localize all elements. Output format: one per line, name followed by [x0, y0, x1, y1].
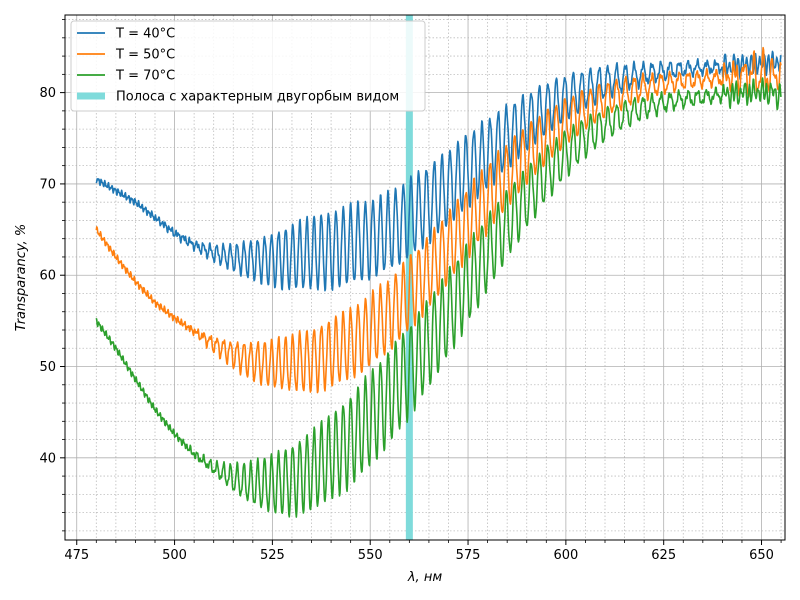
y-tick-label: 50 [39, 360, 56, 375]
series-line-1 [95, 50, 782, 292]
legend-label: Полоса с характерным двугорбым видом [116, 90, 399, 105]
x-tick-label: 550 [358, 548, 383, 563]
y-axis-ticks: 40 50 60 70 80 [39, 19, 65, 532]
x-tick-label: 525 [260, 548, 285, 563]
x-tick-label: 600 [553, 548, 578, 563]
legend-label: T = 50°C [115, 48, 175, 63]
plot-frame [64, 14, 786, 541]
x-tick-label: 650 [749, 548, 774, 563]
y-tick-label: 80 [39, 86, 56, 101]
series-layer [95, 46, 782, 518]
x-tick-label: 500 [162, 548, 187, 563]
y-tick-label: 40 [39, 451, 56, 466]
x-axis-ticks: 475 500 525 550 575 600 625 650 [64, 540, 782, 563]
x-tick-label: 475 [64, 548, 89, 563]
y-axis-label: Transparancy, % [14, 224, 29, 331]
series-line-3 [95, 77, 782, 518]
legend-label: T = 70°C [115, 69, 175, 84]
x-tick-label: 575 [456, 548, 481, 563]
y-tick-label: 70 [39, 177, 56, 192]
legend: T = 40°C T = 50°C T = 70°C Полоса с характе… [70, 20, 426, 112]
x-axis-label: λ, нм [407, 570, 442, 585]
y-tick-label: 60 [39, 269, 56, 284]
x-tick-label: 625 [651, 548, 676, 563]
legend-box [70, 20, 426, 112]
series-line-2 [95, 46, 782, 394]
legend-label: T = 40°C [115, 27, 175, 42]
